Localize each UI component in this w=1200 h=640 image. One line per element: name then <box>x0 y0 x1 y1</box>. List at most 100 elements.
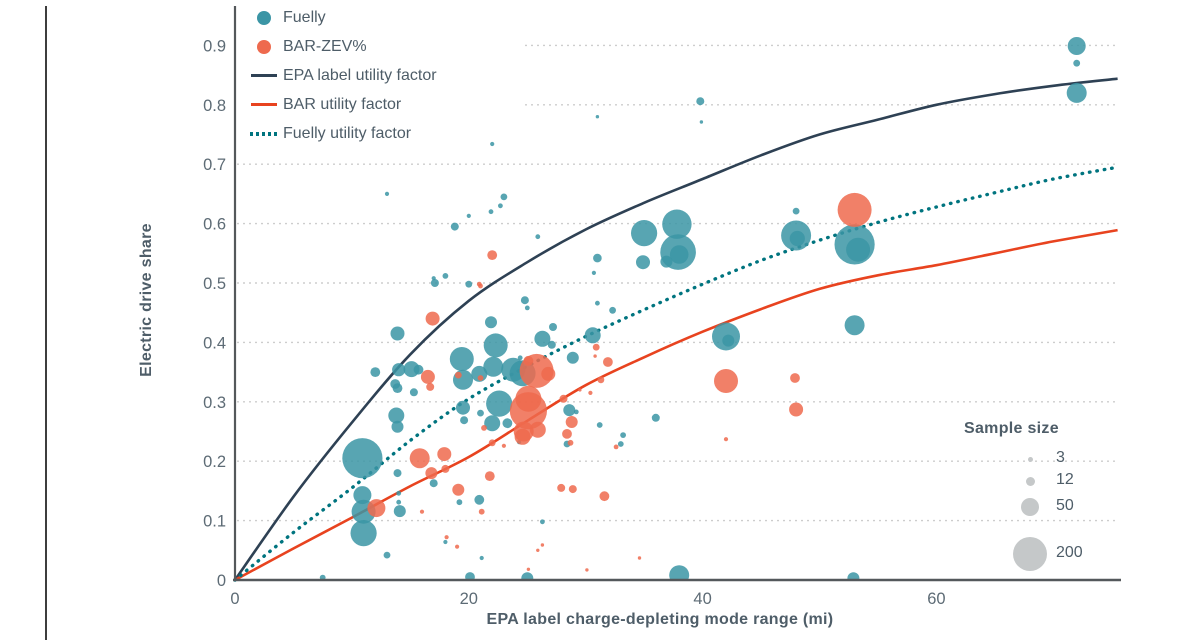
bubble <box>488 439 496 447</box>
bubble <box>441 464 450 473</box>
bubble <box>789 230 805 247</box>
bubble <box>566 351 579 364</box>
bubble <box>603 357 613 367</box>
bubble <box>521 572 534 580</box>
bubble <box>722 334 735 347</box>
y-tick-label: 0.7 <box>203 156 226 174</box>
bubble <box>486 390 513 417</box>
bubble <box>342 438 383 479</box>
bubble <box>651 413 660 422</box>
y-tick-label: 0.6 <box>203 216 226 234</box>
bubble <box>563 404 576 417</box>
bubble <box>487 250 498 260</box>
y-tick-label: 0.1 <box>203 513 226 531</box>
bubble <box>524 305 530 311</box>
bubble <box>568 485 577 494</box>
bubble <box>392 383 403 393</box>
bubble <box>479 555 484 561</box>
bubble <box>426 382 435 391</box>
page-left-border <box>45 6 47 640</box>
legend-item-fuelly: Fuelly <box>247 3 437 32</box>
bubble <box>419 509 425 514</box>
bubble <box>714 369 738 393</box>
bubble <box>847 572 860 580</box>
bubble <box>549 323 557 331</box>
bubble <box>599 491 610 502</box>
bubble <box>584 327 601 344</box>
bubble <box>465 280 473 288</box>
bubble <box>396 490 402 496</box>
bubble <box>517 355 523 361</box>
x-tick-label: 60 <box>927 590 945 608</box>
bubble <box>444 535 449 540</box>
bubble <box>595 300 600 306</box>
bubble <box>789 402 804 417</box>
bubble <box>502 418 513 429</box>
bubble <box>449 347 474 371</box>
bubble <box>319 574 326 580</box>
bubble <box>484 415 501 432</box>
bar-line-icon <box>247 103 281 106</box>
bubble <box>660 255 673 268</box>
bubble <box>573 409 579 415</box>
bubble <box>490 141 495 147</box>
bubble <box>562 429 572 439</box>
bubble <box>425 467 438 480</box>
bubble <box>353 486 372 505</box>
bubble <box>592 343 600 351</box>
bubble <box>565 416 578 428</box>
bubble <box>430 279 439 287</box>
series-bar-zev- <box>367 192 872 572</box>
bubble <box>559 394 568 403</box>
x-axis-title: EPA label charge-depleting mode range (m… <box>486 611 834 628</box>
bubble <box>535 234 541 240</box>
bubble <box>557 483 566 492</box>
legend-label: BAR utility factor <box>283 95 402 113</box>
bubble <box>597 376 605 384</box>
legend: Fuelly BAR-ZEV% EPA label utility factor… <box>247 3 437 148</box>
y-tick-label: 0.9 <box>203 37 226 55</box>
bubble <box>1073 59 1081 67</box>
bubble <box>699 120 704 124</box>
sample-size-label: 200 <box>1056 544 1083 561</box>
y-tick-label: 0.3 <box>203 394 226 412</box>
bubble <box>393 469 402 478</box>
bubble <box>390 326 405 341</box>
bubble <box>669 565 690 580</box>
x-tick-label: 0 <box>230 590 239 608</box>
sample-size-circle-50 <box>1021 498 1039 516</box>
legend-label: BAR-ZEV% <box>283 37 367 55</box>
bubble <box>631 220 658 247</box>
bubble <box>596 422 603 428</box>
bubble <box>578 388 582 392</box>
sample-size-legend: Sample size 3 12 50 200 <box>940 418 1160 588</box>
sample-size-label: 50 <box>1056 497 1074 514</box>
bubble <box>393 505 406 518</box>
bubble <box>478 508 485 515</box>
y-tick-label: 0 <box>217 572 226 590</box>
bubble <box>593 253 602 263</box>
fuelly-dotted-line-icon <box>247 131 281 136</box>
curve-epa-label-utility-factor <box>233 77 1118 581</box>
bubble <box>437 447 452 462</box>
bubble <box>541 366 556 381</box>
y-tick-label: 0.2 <box>203 453 226 471</box>
legend-label: EPA label utility factor <box>283 66 437 84</box>
bubble <box>442 273 449 279</box>
bubble <box>413 364 424 375</box>
bubble <box>523 355 534 366</box>
bubble <box>466 213 471 218</box>
bubble <box>501 443 506 448</box>
bubble <box>392 363 406 377</box>
legend-item-fuelly-utility: Fuelly utility factor <box>247 119 437 148</box>
y-tick-label: 0.8 <box>203 97 226 115</box>
bubble <box>536 548 540 552</box>
bubble <box>450 222 459 231</box>
bubble <box>431 276 436 281</box>
bubble <box>792 207 800 215</box>
bubble <box>384 191 390 196</box>
bubble <box>514 428 531 445</box>
bubble <box>588 390 593 395</box>
bubble <box>723 437 729 442</box>
